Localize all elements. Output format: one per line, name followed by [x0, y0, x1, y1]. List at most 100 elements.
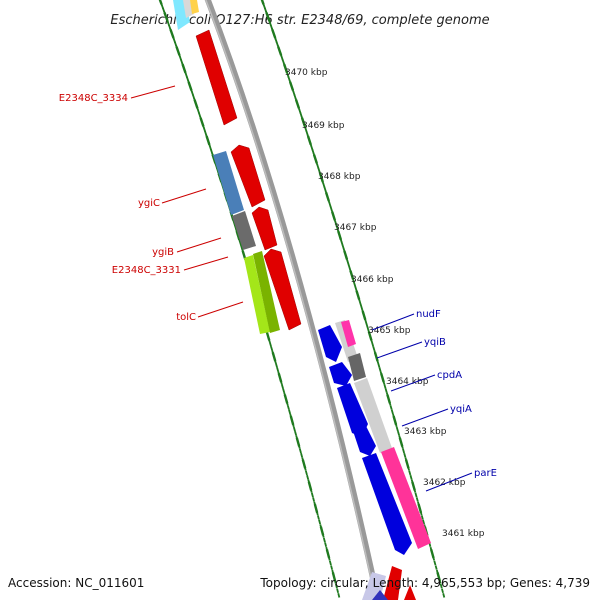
- ring-tick: [214, 164, 218, 169]
- scale-tick-label: 3466 kbp: [351, 275, 394, 285]
- ring-tick: [281, 59, 285, 64]
- inner-lane-genes: [213, 151, 280, 334]
- ring-tick: [208, 145, 212, 151]
- ring-tick: [369, 337, 373, 343]
- scale-tick-label: 3470 kbp: [285, 68, 328, 78]
- ring-tick: [366, 325, 370, 331]
- ring-tick: [311, 149, 315, 154]
- ring-tick: [333, 217, 337, 223]
- accession-text: Accession: NC_011601: [8, 576, 144, 590]
- callout-line: [371, 313, 415, 331]
- callout-line: [401, 408, 449, 427]
- gene-label: ygiC: [138, 198, 160, 209]
- gene-tolc-feature: [253, 251, 280, 333]
- ring-tick: [345, 256, 349, 262]
- ring-tick: [433, 560, 437, 566]
- ring-tick: [306, 474, 310, 480]
- gene-e2348c-3334-feature: [195, 29, 238, 126]
- ring-tick: [340, 240, 344, 246]
- ring-tick: [282, 388, 286, 393]
- ring-tick: [439, 583, 443, 589]
- scale-tick-label: 3464 kbp: [386, 377, 429, 387]
- ring-tick: [407, 466, 410, 471]
- ring-tick: [237, 236, 241, 242]
- ring-tick: [268, 341, 272, 347]
- ring-tick: [408, 470, 412, 476]
- ring-tick: [297, 105, 301, 110]
- ring-tick: [377, 362, 381, 368]
- ring-tick: [280, 383, 284, 389]
- ring-tick: [419, 510, 423, 516]
- ring-tick: [304, 470, 308, 476]
- ring-tick: [403, 452, 407, 458]
- ring-tick: [318, 519, 322, 525]
- ring-tick: [300, 452, 304, 458]
- ring-tick: [288, 409, 292, 415]
- gene-cpda-feature: [337, 383, 368, 437]
- ring-tick: [372, 346, 376, 351]
- ring-tick: [202, 127, 206, 132]
- gene-label: cpdA: [437, 370, 462, 381]
- ring-tick: [388, 400, 392, 406]
- ring-tick: [394, 422, 398, 428]
- ring-tick: [328, 202, 332, 207]
- ring-tick: [279, 379, 283, 385]
- ring-tick: [351, 276, 355, 282]
- ring-tick: [286, 73, 290, 78]
- ring-tick: [346, 260, 350, 266]
- ring-tick: [376, 358, 379, 364]
- ring-tick: [201, 123, 205, 129]
- callout-line: [390, 374, 436, 392]
- ring-tick: [305, 130, 309, 136]
- ring-tick: [299, 112, 303, 118]
- ring-tick: [280, 55, 284, 61]
- ring-tick: [309, 141, 313, 147]
- ring-tick: [291, 87, 295, 93]
- ring-tick: [337, 592, 341, 598]
- ring-tick: [207, 141, 211, 147]
- ring-tick: [304, 127, 308, 132]
- ring-tick: [341, 244, 345, 250]
- callout-line: [161, 188, 207, 204]
- ring-tick: [422, 519, 426, 525]
- inner-tick-ring: [158, 0, 341, 598]
- ring-tick: [238, 240, 242, 246]
- ring-tick: [336, 588, 340, 594]
- ring-tick: [231, 217, 235, 223]
- scale-labels: 3470 kbp 3469 kbp 3468 kbp 3467 kbp 3466 kbp…: [285, 68, 485, 539]
- ring-tick: [315, 510, 319, 516]
- ring-tick: [353, 284, 357, 290]
- ring-tick: [234, 225, 238, 231]
- ring-tick: [312, 497, 316, 502]
- ring-tick: [322, 537, 326, 543]
- gene-ygib-feature: [232, 211, 256, 250]
- ring-tick: [285, 400, 289, 406]
- ring-tick: [329, 205, 333, 211]
- gene-label: E2348C_3334: [59, 93, 128, 104]
- gene-label: tolC: [176, 312, 196, 323]
- ring-tick: [298, 108, 302, 114]
- ring-tick: [186, 76, 190, 82]
- ring-tick: [303, 466, 307, 471]
- ring-tick: [279, 52, 283, 57]
- ring-tick: [352, 280, 356, 286]
- ring-tick: [190, 90, 194, 96]
- ring-tick: [303, 123, 307, 129]
- gene-label: ygiB: [152, 247, 174, 258]
- ring-tick: [334, 583, 338, 589]
- gene-ygib-partner-feature: [251, 206, 278, 251]
- ring-tick: [183, 69, 187, 75]
- ring-tick: [192, 94, 196, 100]
- ring-tick: [178, 55, 182, 61]
- ring-tick: [347, 264, 351, 270]
- ring-tick: [267, 337, 271, 343]
- callout-line: [376, 341, 423, 359]
- ring-tick: [335, 225, 339, 231]
- gene-callouts-right: nudF yqiB cpdA yqiA parE: [371, 309, 497, 492]
- gene-yqia-feature: [353, 426, 376, 456]
- ring-tick: [287, 76, 291, 82]
- ring-tick: [270, 346, 274, 351]
- ring-tick: [184, 73, 188, 78]
- ring-tick: [294, 431, 298, 436]
